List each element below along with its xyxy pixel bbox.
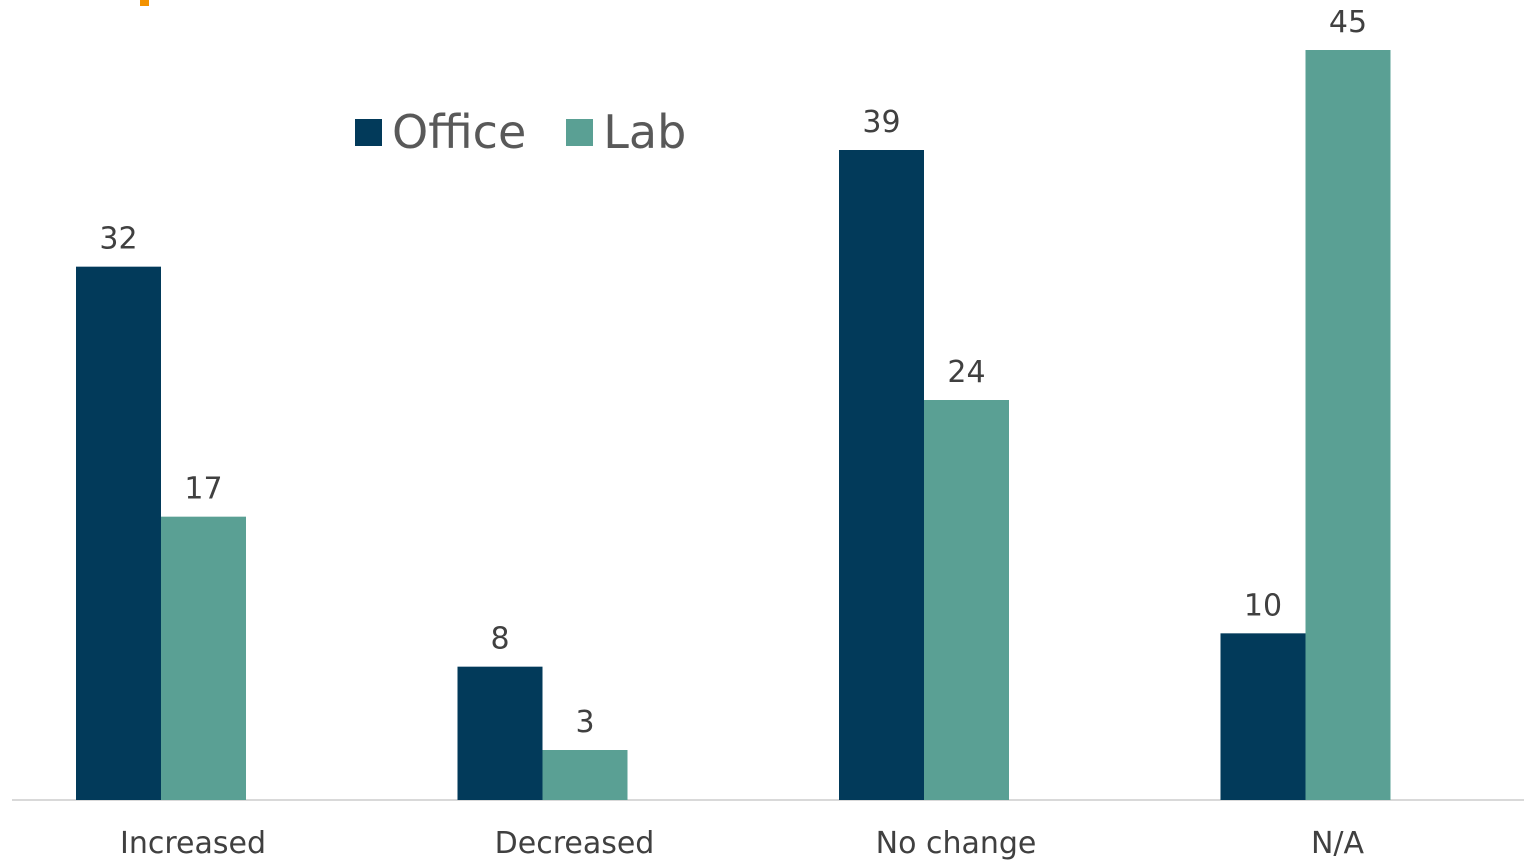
value-label-office-no-change: 39	[862, 105, 900, 140]
legend-item-lab: Lab	[566, 109, 686, 155]
legend-item-office: Office	[355, 109, 526, 155]
value-label-office-decreased: 8	[490, 622, 509, 657]
legend-swatch-lab	[566, 118, 594, 146]
bar-lab-no-change	[924, 400, 1009, 800]
bar-office-no-change	[839, 150, 924, 800]
bar-office-increased	[76, 266, 161, 801]
bar-office-n-a	[1220, 633, 1306, 800]
legend: Office Lab	[355, 104, 726, 160]
legend-label-lab: Lab	[603, 105, 687, 159]
legend-label-office: Office	[392, 105, 527, 159]
category-label-no-change: No change	[876, 826, 1037, 860]
category-labels-group: Increased Decreased No change N/A	[120, 826, 1365, 860]
bar-lab-increased	[161, 516, 246, 800]
accent-mark	[140, 0, 149, 6]
category-label-increased: Increased	[120, 826, 266, 860]
value-label-office-n-a: 10	[1244, 588, 1282, 623]
category-label-decreased: Decreased	[495, 826, 655, 860]
value-label-lab-decreased: 3	[575, 705, 594, 740]
bar-lab-n-a	[1305, 50, 1391, 800]
value-label-office-increased: 32	[99, 222, 137, 257]
category-label-n-a: N/A	[1311, 826, 1365, 860]
value-label-lab-n-a: 45	[1329, 5, 1367, 40]
bars-group	[76, 50, 1391, 801]
bar-lab-decreased	[542, 750, 628, 800]
legend-swatch-office	[355, 118, 382, 146]
value-label-lab-increased: 17	[184, 472, 222, 507]
bar-office-decreased	[457, 666, 543, 800]
value-labels-group: 32 17 8 3 39 24 10 45	[99, 5, 1367, 740]
value-label-lab-no-change: 24	[947, 355, 985, 390]
